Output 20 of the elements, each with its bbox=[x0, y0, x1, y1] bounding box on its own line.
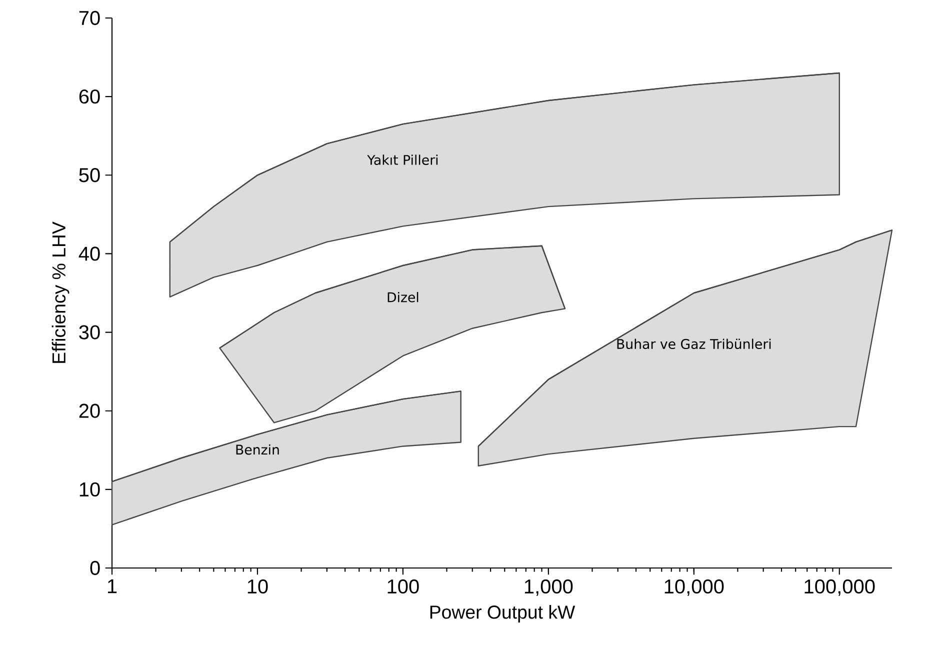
x-tick-label: 1 bbox=[108, 579, 117, 594]
y-tick-label: 60 bbox=[79, 89, 100, 104]
x-tick-label: 100,000 bbox=[804, 579, 875, 596]
y-tick-label: 20 bbox=[79, 404, 100, 418]
x-tick-label: 10 bbox=[248, 579, 268, 594]
y-tick-label: 0 bbox=[90, 560, 100, 576]
y-tick-label: 10 bbox=[80, 482, 100, 496]
x-axis-title: Power Output kW bbox=[430, 605, 576, 622]
series-label: Buhar ve Gaz Tribünleri bbox=[617, 338, 771, 350]
x-tick-label: 10,000 bbox=[664, 579, 724, 596]
y-tick-label: 30 bbox=[79, 325, 100, 340]
y-axis-title: Efficiency % LHV bbox=[52, 222, 70, 363]
series-label: Benzin bbox=[236, 444, 279, 455]
series-label: Dizel bbox=[388, 292, 418, 302]
y-tick-label: 40 bbox=[78, 246, 100, 261]
x-tick-label: 100 bbox=[388, 579, 419, 594]
series-label: Yakıt Pilleri bbox=[367, 154, 438, 165]
y-tick-label: 70 bbox=[79, 10, 100, 26]
y-tick-label: 50 bbox=[79, 168, 100, 182]
x-tick-label: 1,000 bbox=[524, 579, 573, 596]
